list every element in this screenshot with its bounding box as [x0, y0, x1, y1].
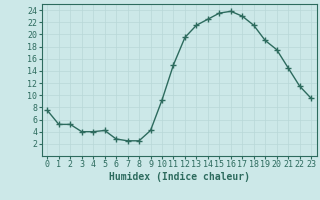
- X-axis label: Humidex (Indice chaleur): Humidex (Indice chaleur): [109, 172, 250, 182]
